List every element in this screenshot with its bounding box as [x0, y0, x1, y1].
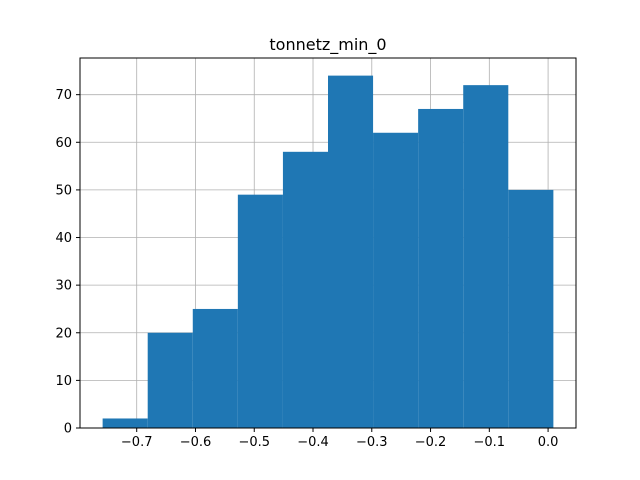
- y-tick-label: 60: [55, 136, 72, 151]
- y-tick-label: 30: [55, 279, 72, 294]
- x-tick-label: −0.7: [121, 435, 153, 450]
- histogram-bar: [147, 332, 193, 428]
- histogram-bar: [418, 108, 464, 428]
- histogram-bar: [508, 189, 554, 428]
- x-tick-label: −0.5: [238, 435, 270, 450]
- bars-layer: [102, 75, 554, 429]
- histogram-bar: [237, 194, 283, 428]
- chart-title: tonnetz_min_0: [269, 35, 386, 55]
- x-tick-label: −0.2: [415, 435, 447, 450]
- axes-frame: [79, 57, 577, 429]
- y-tick-label: 50: [55, 183, 72, 198]
- histogram-bar: [373, 132, 419, 428]
- x-tick-label: −0.3: [356, 435, 388, 450]
- y-tick-label: 70: [55, 88, 72, 103]
- histogram-bar: [463, 85, 509, 429]
- histogram-bar: [328, 75, 374, 428]
- histogram-bar: [102, 418, 148, 428]
- y-tick-label: 20: [55, 326, 72, 341]
- x-tick-label: 0.0: [538, 435, 559, 450]
- axes-layer: −0.7 −0.6 −0.5 −0.4 −0.3 −0.2 −0.1 0.0 0 10 20 30 40…: [55, 57, 577, 450]
- y-tick-label: 0: [64, 422, 72, 437]
- x-tick-label: −0.4: [297, 435, 329, 450]
- histogram-bar: [282, 151, 328, 429]
- y-tick-label: 40: [55, 231, 72, 246]
- histogram-bar: [192, 308, 238, 428]
- x-tick-label: −0.1: [474, 435, 506, 450]
- x-tick-label: −0.6: [180, 435, 212, 450]
- y-tick-label: 10: [55, 374, 72, 389]
